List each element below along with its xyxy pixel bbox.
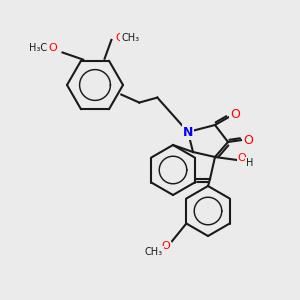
Text: H₃C: H₃C [29, 44, 47, 53]
Text: O: O [230, 109, 240, 122]
Text: N: N [183, 125, 193, 139]
Text: H: H [246, 158, 254, 168]
Text: O: O [115, 33, 124, 43]
Text: CH₃: CH₃ [145, 247, 163, 257]
Text: O: O [243, 134, 253, 146]
Text: CH₃: CH₃ [122, 33, 140, 43]
Text: O: O [48, 44, 57, 53]
Text: O: O [162, 241, 170, 251]
Text: O: O [238, 153, 246, 163]
